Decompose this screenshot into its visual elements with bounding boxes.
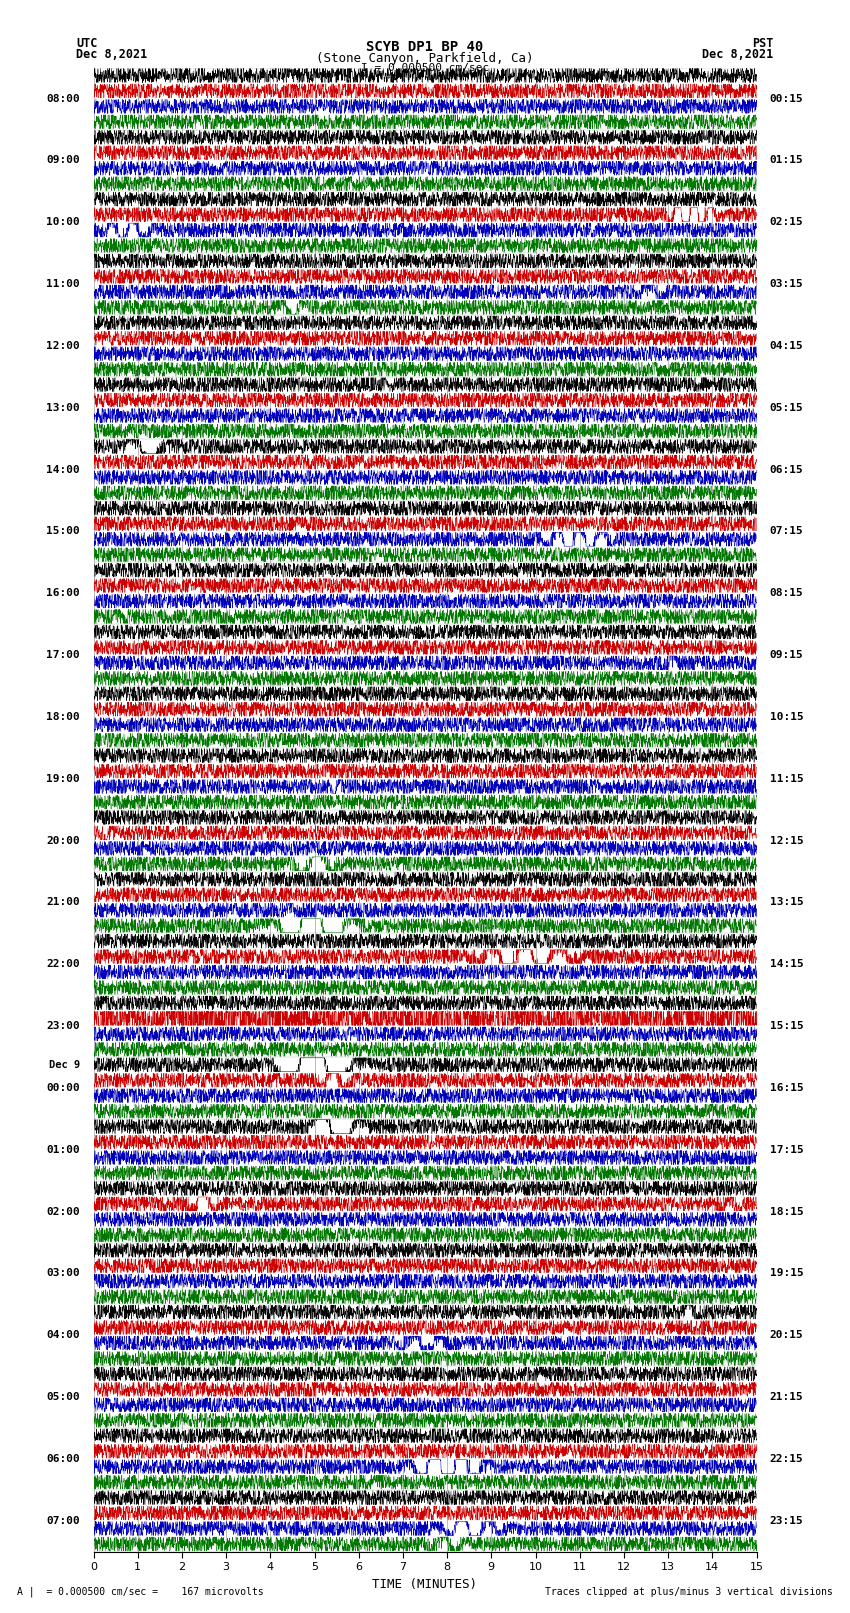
Text: SCYB DP1 BP 40: SCYB DP1 BP 40	[366, 40, 484, 55]
Text: UTC: UTC	[76, 37, 98, 50]
Text: 04:15: 04:15	[770, 340, 803, 352]
Text: 08:15: 08:15	[770, 589, 803, 598]
Text: 00:15: 00:15	[770, 94, 803, 103]
Text: 23:15: 23:15	[770, 1516, 803, 1526]
Text: 03:15: 03:15	[770, 279, 803, 289]
Text: 22:15: 22:15	[770, 1453, 803, 1465]
Text: 21:00: 21:00	[47, 897, 80, 908]
Text: 17:15: 17:15	[770, 1145, 803, 1155]
Text: 09:00: 09:00	[47, 155, 80, 166]
Text: 16:00: 16:00	[47, 589, 80, 598]
Text: 12:00: 12:00	[47, 340, 80, 352]
Text: 14:00: 14:00	[47, 465, 80, 474]
Text: 04:00: 04:00	[47, 1331, 80, 1340]
Text: PST: PST	[752, 37, 774, 50]
Text: 11:00: 11:00	[47, 279, 80, 289]
Text: I = 0.000500 cm/sec: I = 0.000500 cm/sec	[361, 63, 489, 73]
Text: 11:15: 11:15	[770, 774, 803, 784]
Text: 10:00: 10:00	[47, 218, 80, 227]
Text: Dec 9: Dec 9	[49, 1060, 80, 1069]
Text: 23:00: 23:00	[47, 1021, 80, 1031]
Text: 13:15: 13:15	[770, 897, 803, 908]
Text: 06:15: 06:15	[770, 465, 803, 474]
Text: Dec 8,2021: Dec 8,2021	[702, 48, 774, 61]
Text: 13:00: 13:00	[47, 403, 80, 413]
Text: 06:00: 06:00	[47, 1453, 80, 1465]
Text: Dec 8,2021: Dec 8,2021	[76, 48, 148, 61]
Text: 15:00: 15:00	[47, 526, 80, 537]
Text: 20:15: 20:15	[770, 1331, 803, 1340]
Text: 10:15: 10:15	[770, 711, 803, 723]
Text: 08:00: 08:00	[47, 94, 80, 103]
Text: 19:00: 19:00	[47, 774, 80, 784]
Text: 19:15: 19:15	[770, 1268, 803, 1279]
Text: A |  = 0.000500 cm/sec =    167 microvolts: A | = 0.000500 cm/sec = 167 microvolts	[17, 1586, 264, 1597]
Text: Traces clipped at plus/minus 3 vertical divisions: Traces clipped at plus/minus 3 vertical …	[545, 1587, 833, 1597]
Text: 02:15: 02:15	[770, 218, 803, 227]
Text: 00:00: 00:00	[47, 1082, 80, 1094]
Text: 22:00: 22:00	[47, 960, 80, 969]
Text: 09:15: 09:15	[770, 650, 803, 660]
Text: 01:00: 01:00	[47, 1145, 80, 1155]
Text: 14:15: 14:15	[770, 960, 803, 969]
X-axis label: TIME (MINUTES): TIME (MINUTES)	[372, 1578, 478, 1590]
Text: 02:00: 02:00	[47, 1207, 80, 1216]
Text: 12:15: 12:15	[770, 836, 803, 845]
Text: 07:15: 07:15	[770, 526, 803, 537]
Text: 18:00: 18:00	[47, 711, 80, 723]
Text: 15:15: 15:15	[770, 1021, 803, 1031]
Text: 20:00: 20:00	[47, 836, 80, 845]
Text: 05:15: 05:15	[770, 403, 803, 413]
Text: 21:15: 21:15	[770, 1392, 803, 1402]
Text: 17:00: 17:00	[47, 650, 80, 660]
Text: 18:15: 18:15	[770, 1207, 803, 1216]
Text: 05:00: 05:00	[47, 1392, 80, 1402]
Text: 07:00: 07:00	[47, 1516, 80, 1526]
Text: (Stone Canyon, Parkfield, Ca): (Stone Canyon, Parkfield, Ca)	[316, 52, 534, 65]
Text: 03:00: 03:00	[47, 1268, 80, 1279]
Text: 16:15: 16:15	[770, 1082, 803, 1094]
Text: 01:15: 01:15	[770, 155, 803, 166]
